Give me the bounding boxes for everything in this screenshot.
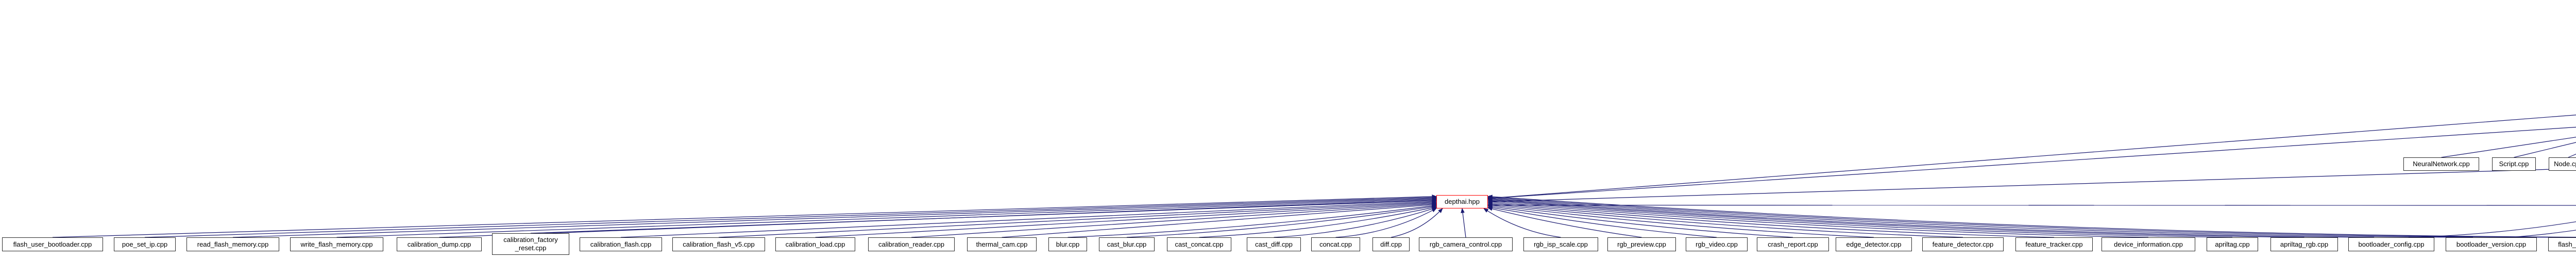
node-feature_tracker_cpp[interactable]: feature_tracker.cpp: [2015, 237, 2093, 251]
edge-calibration_flash_v5_cpp-to-depthai_hpp: [718, 200, 1437, 238]
edge-crash_report_cpp-to-depthai_hpp: [1487, 204, 1793, 238]
edge-diff_cpp-to-depthai_hpp: [1391, 208, 1443, 238]
edge-device_information_cpp-to-depthai_hpp: [1487, 200, 2149, 238]
edge-node_cpp-to-pipeline_hpp: [2568, 154, 2576, 158]
edge-edge_detector_cpp-to-depthai_hpp: [1487, 203, 1874, 238]
node-diff_cpp[interactable]: diff.cpp: [1372, 237, 1410, 251]
node-calibration_dump_cpp[interactable]: calibration_dump.cpp: [397, 237, 482, 251]
node-thermal_cam_cpp[interactable]: thermal_cam.cpp: [967, 237, 1037, 251]
edge-feature_tracker_cpp-to-depthai_hpp: [1487, 201, 2055, 238]
edge-blur_cpp-to-depthai_hpp: [1067, 204, 1437, 238]
node-calibration_reader_cpp[interactable]: calibration_reader.cpp: [868, 237, 955, 251]
edge-neuralnetwork_cpp-to-pipeline_hpp: [2441, 137, 2576, 158]
edge-cast_concat_cpp-to-depthai_hpp: [1199, 205, 1437, 238]
edge-apriltag_cpp-to-depthai_hpp: [1487, 199, 2233, 238]
edge-concat_cpp-to-depthai_hpp: [1335, 208, 1437, 238]
node-rgb_preview_cpp[interactable]: rgb_preview.cpp: [1607, 237, 1676, 251]
node-crash_report_cpp[interactable]: crash_report.cpp: [1757, 237, 1829, 251]
node-apriltag_rgb_cpp[interactable]: apriltag_rgb.cpp: [2270, 237, 2338, 251]
edge-script_cpp-to-pipeline_hpp: [2514, 142, 2576, 158]
node-device_information_cpp[interactable]: device_information.cpp: [2102, 237, 2195, 251]
node-rgb_camera_control_cpp[interactable]: rgb_camera_control.cpp: [1419, 237, 1513, 251]
node-calibration_factory_reset_cpp[interactable]: calibration_factory _reset.cpp: [492, 233, 569, 255]
edge-flash_user_bootloader_cpp-to-depthai_hpp: [52, 195, 1437, 238]
edge-rgb_isp_scale_cpp-to-depthai_hpp: [1483, 208, 1561, 238]
edge-cast_blur_cpp-to-depthai_hpp: [1126, 204, 1437, 238]
node-flash_user_bootloader_cpp[interactable]: flash_user_bootloader.cpp: [2, 237, 103, 251]
edge-calibration_factory_reset_cpp-to-depthai_hpp: [530, 198, 1437, 234]
edge-bootloader_version_cpp-to-devicebootloader_hpp: [2509, 230, 2576, 238]
edge-bootloader_config_cpp-to-devicebootloader_hpp: [2408, 221, 2576, 238]
node-neuralnetwork_cpp[interactable]: NeuralNetwork.cpp: [2403, 157, 2479, 171]
node-depthai_hpp[interactable]: depthai.hpp: [1436, 195, 1488, 208]
edge-flash_bootloader_cpp-to-depthai_hpp: [1487, 195, 2576, 238]
node-blur_cpp[interactable]: blur.cpp: [1048, 237, 1087, 251]
node-bootloader_config_cpp[interactable]: bootloader_config.cpp: [2348, 237, 2434, 251]
node-edge_detector_cpp[interactable]: edge_detector.cpp: [1836, 237, 1912, 251]
node-cast_concat_cpp[interactable]: cast_concat.cpp: [1167, 237, 1231, 251]
edge-flash_boot_header_cpp-to-depthai_hpp: [1487, 195, 2575, 238]
edge-rgb_preview_cpp-to-depthai_hpp: [1487, 207, 1642, 238]
edge-feature_detector_cpp-to-depthai_hpp: [1487, 202, 1963, 238]
node-cast_diff_cpp[interactable]: cast_diff.cpp: [1247, 237, 1301, 251]
edge-apriltag_rgb_cpp-to-depthai_hpp: [1487, 198, 2304, 238]
edge-depthai_hpp-to-pipeline_hpp: [1487, 126, 2576, 199]
edge-poe_set_ip_cpp-to-depthai_hpp: [144, 195, 1437, 238]
edge-depthai_hpp-to-device_hpp: [1487, 115, 2576, 199]
node-write_flash_memory_cpp[interactable]: write_flash_memory.cpp: [290, 237, 383, 251]
node-poe_set_ip_cpp[interactable]: poe_set_ip.cpp: [114, 237, 176, 251]
node-read_flash_memory_cpp[interactable]: read_flash_memory.cpp: [187, 237, 279, 251]
node-rgb_video_cpp[interactable]: rgb_video.cpp: [1686, 237, 1748, 251]
node-node_cpp[interactable]: Node.cpp: [2549, 157, 2576, 171]
edge-read_flash_memory_cpp-to-depthai_hpp: [232, 196, 1437, 238]
node-bootloader_version_cpp[interactable]: bootloader_version.cpp: [2446, 237, 2537, 251]
node-concat_cpp[interactable]: concat.cpp: [1311, 237, 1360, 251]
edge-calibration_reader_cpp-to-depthai_hpp: [911, 202, 1437, 238]
node-feature_detector_cpp[interactable]: feature_detector.cpp: [1922, 237, 2004, 251]
edge-bootloader_version_cpp-to-depthai_hpp: [1487, 196, 2473, 238]
edge-rgb_camera_control_cpp-to-depthai_hpp: [1461, 208, 1466, 238]
edge-bootloader_config_cpp-to-depthai_hpp: [1487, 197, 2375, 238]
node-apriltag_cpp[interactable]: apriltag.cpp: [2207, 237, 2258, 251]
edge-calibration_load_cpp-to-depthai_hpp: [815, 201, 1437, 238]
edge-write_flash_memory_cpp-to-depthai_hpp: [336, 197, 1437, 238]
node-calibration_load_cpp[interactable]: calibration_load.cpp: [775, 237, 855, 251]
edge-rgb_video_cpp-to-depthai_hpp: [1487, 205, 1717, 238]
edge-calibration_flash_cpp-to-depthai_hpp: [620, 199, 1437, 238]
node-script_cpp[interactable]: Script.cpp: [2492, 157, 2536, 171]
node-calibration_flash_cpp[interactable]: calibration_flash.cpp: [580, 237, 662, 251]
node-calibration_flash_v5_cpp[interactable]: calibration_flash_v5.cpp: [672, 237, 765, 251]
node-rgb_isp_scale_cpp[interactable]: rgb_isp_scale.cpp: [1523, 237, 1598, 251]
node-cast_blur_cpp[interactable]: cast_blur.cpp: [1099, 237, 1155, 251]
node-flash_boot_header_cpp[interactable]: flash_boot_header.cpp: [2548, 237, 2576, 251]
edge-cast_diff_cpp-to-depthai_hpp: [1274, 207, 1437, 238]
edge-depthai_hpp-to-logging_hpp: [1487, 204, 2576, 206]
edge-thermal_cam_cpp-to-depthai_hpp: [1002, 203, 1437, 238]
